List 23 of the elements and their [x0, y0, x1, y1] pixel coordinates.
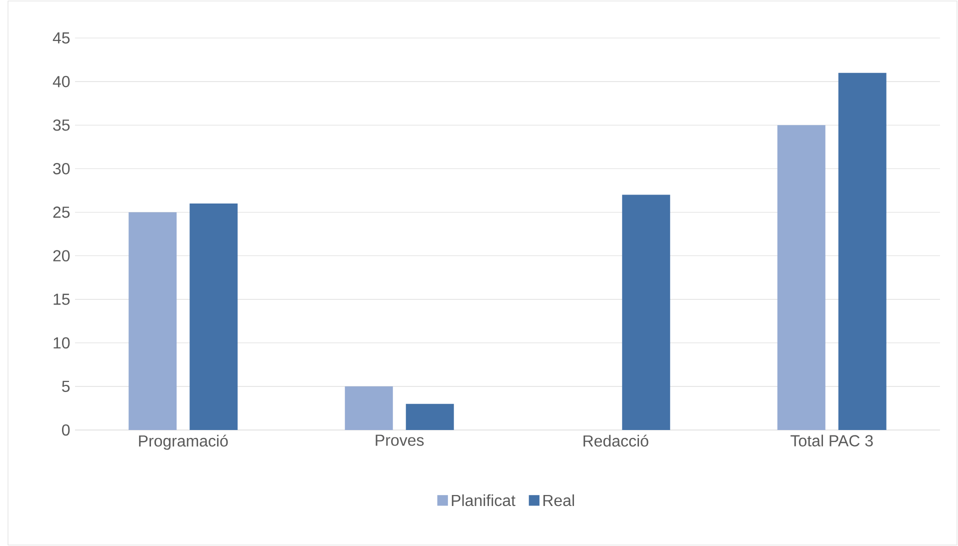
bar	[777, 125, 826, 430]
x-tick-label: Programació	[139, 434, 228, 450]
x-tick-label: Total PAC 3	[790, 434, 873, 446]
bar	[128, 212, 177, 430]
y-tick-label: 40	[52, 76, 70, 88]
y-tick-label: 10	[54, 337, 70, 349]
x-tick-label: Proves	[376, 434, 424, 446]
y-tick-label: 20	[53, 250, 70, 262]
legend-label: Planificat	[452, 494, 516, 506]
y-tick-label: 35	[53, 119, 70, 131]
x-tick-label: Redacció	[584, 434, 648, 447]
bar	[622, 194, 670, 430]
bar	[406, 404, 454, 430]
bar	[190, 204, 238, 430]
bar	[344, 386, 393, 430]
bar	[838, 72, 886, 430]
y-tick-label: 5	[62, 380, 70, 392]
y-tick-label: 45	[52, 32, 70, 44]
y-tick-label: 30	[53, 163, 70, 174]
y-tick-label: 25	[53, 206, 70, 218]
y-tick-label: 0	[62, 424, 70, 436]
legend-label: Real	[543, 494, 574, 506]
y-tick-label: 15	[54, 294, 70, 305]
